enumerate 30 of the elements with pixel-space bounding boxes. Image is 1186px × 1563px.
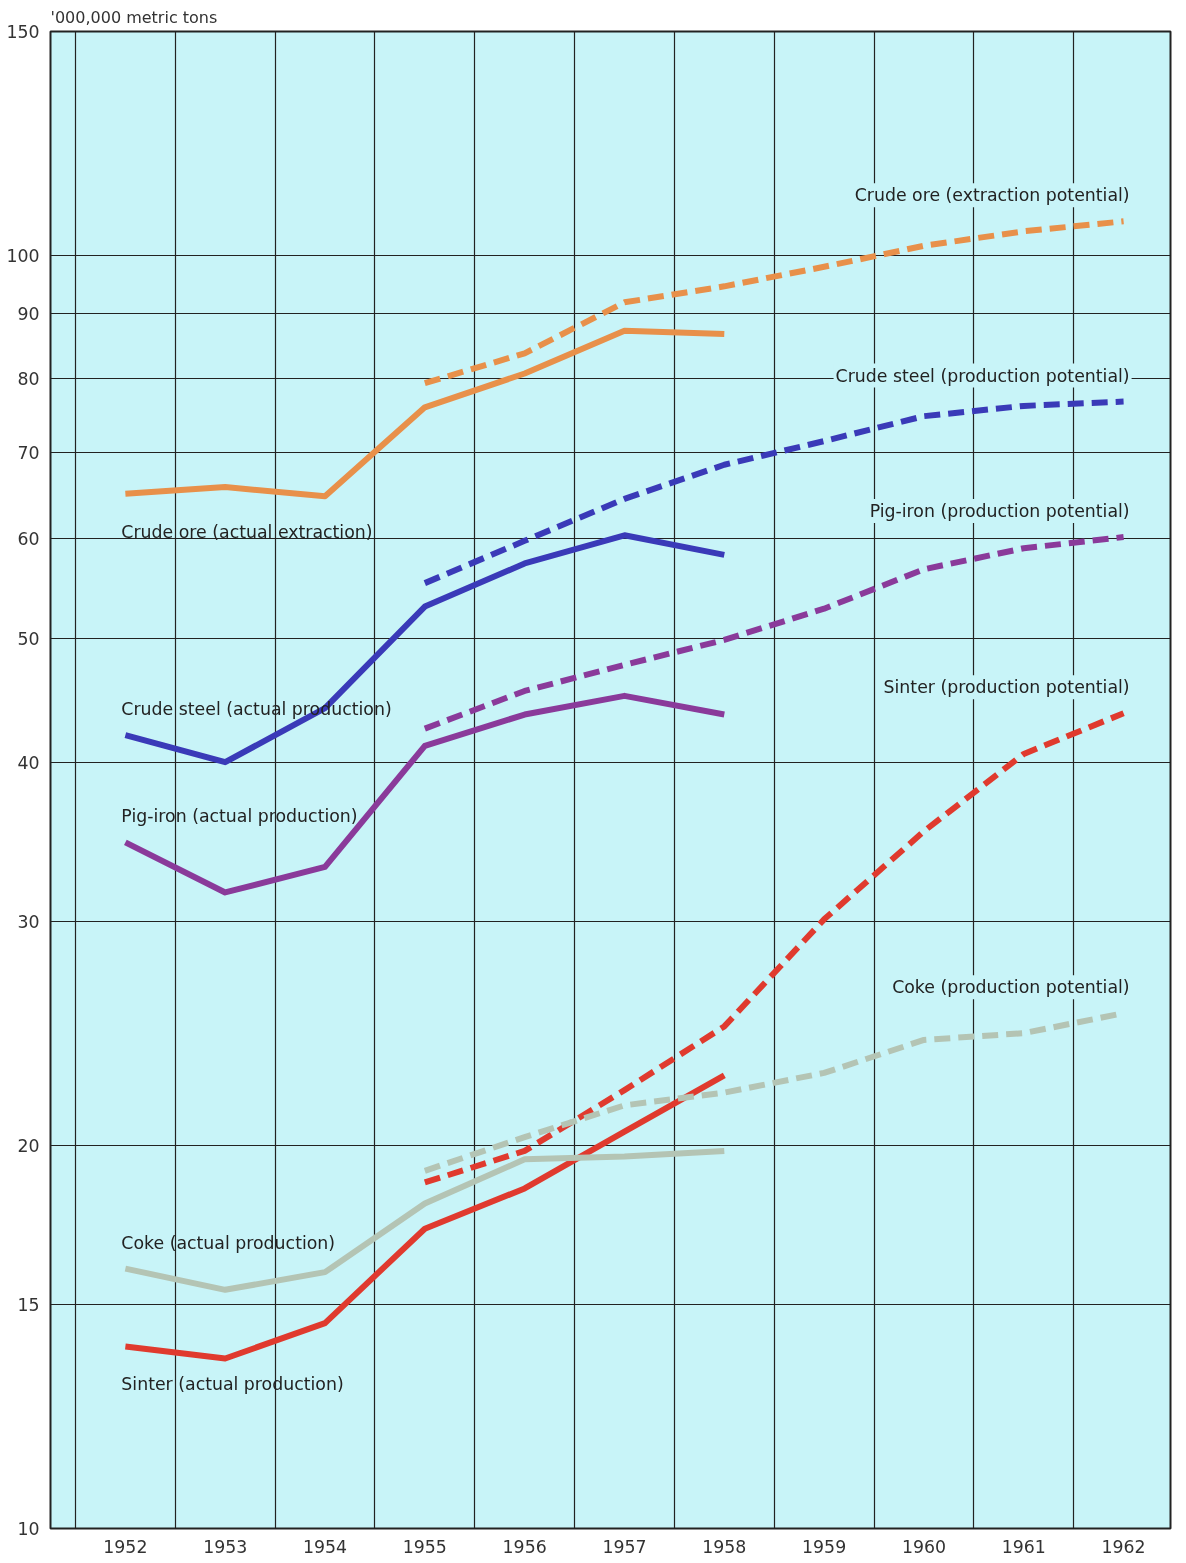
series-label: Crude steel (production potential) bbox=[835, 365, 1130, 386]
x-tick-label: 1956 bbox=[502, 1536, 547, 1557]
x-tick-label: 1959 bbox=[802, 1536, 847, 1557]
y-tick-label: 150 bbox=[6, 22, 40, 42]
x-tick-label: 1952 bbox=[103, 1536, 148, 1557]
y-tick-label: 20 bbox=[17, 1135, 40, 1156]
x-tick-label: 1955 bbox=[402, 1536, 447, 1557]
series-label: Pig-iron (production potential) bbox=[869, 501, 1130, 522]
y-tick-label: 10 bbox=[17, 1519, 40, 1539]
x-tick-label: 1953 bbox=[203, 1536, 248, 1557]
series-label: Coke (production potential) bbox=[892, 977, 1130, 998]
x-tick-label: 1957 bbox=[602, 1536, 647, 1557]
x-tick-label: 1958 bbox=[702, 1536, 747, 1557]
x-tick-label: 1954 bbox=[302, 1536, 348, 1557]
series-label: Sinter (production potential) bbox=[883, 677, 1130, 698]
y-tick-label: 60 bbox=[17, 528, 40, 549]
x-tick-label: 1961 bbox=[1001, 1536, 1046, 1557]
y-tick-label: 50 bbox=[17, 629, 40, 650]
x-tick-label: 1962 bbox=[1101, 1536, 1146, 1557]
series-label: Crude ore (actual extraction) bbox=[121, 521, 373, 542]
series-label: Crude ore (extraction potential) bbox=[854, 185, 1130, 206]
y-axis-title: '000,000 metric tons bbox=[50, 7, 218, 27]
y-tick-label: 90 bbox=[17, 304, 40, 325]
x-tick-label: 1960 bbox=[901, 1536, 946, 1557]
y-tick-label: 40 bbox=[17, 752, 40, 773]
y-tick-label: 30 bbox=[17, 911, 40, 932]
y-tick-label: 80 bbox=[17, 369, 40, 390]
y-tick-label: 70 bbox=[17, 443, 40, 464]
y-tick-label: 100 bbox=[6, 246, 40, 267]
y-tick-label: 15 bbox=[17, 1294, 40, 1315]
